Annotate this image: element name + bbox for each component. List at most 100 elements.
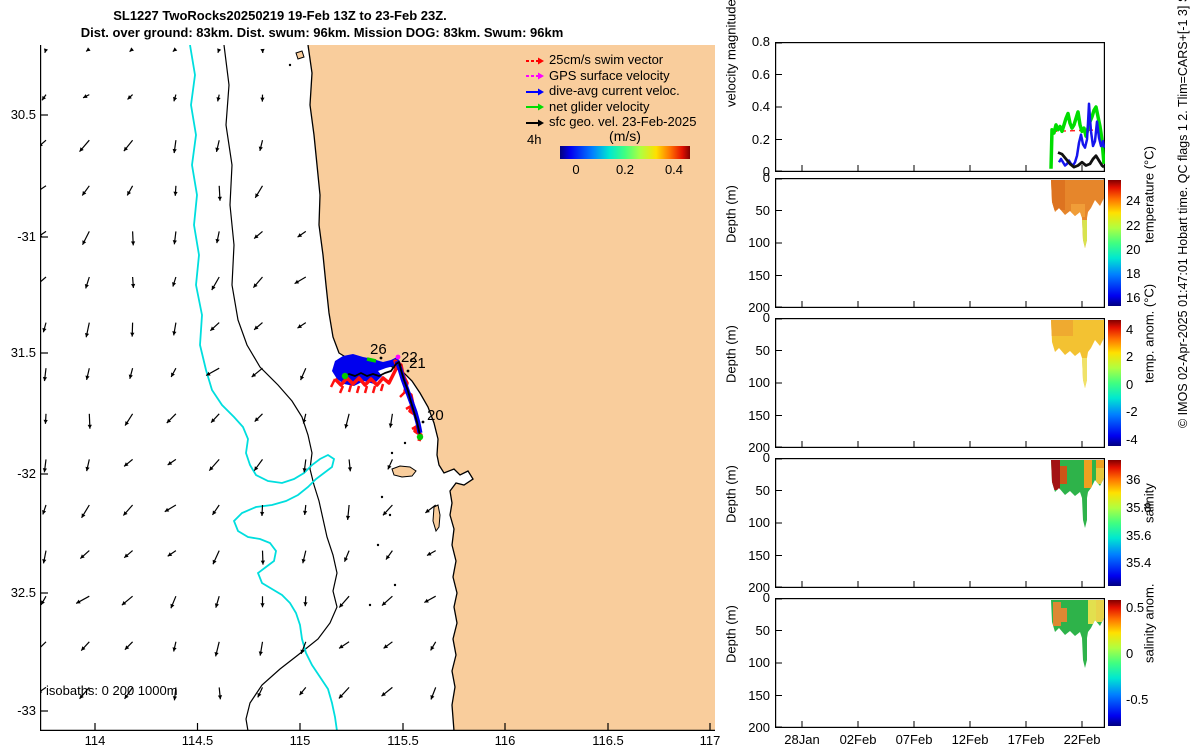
panel-y-tick-label: 100 xyxy=(748,235,770,250)
current-arrow-head xyxy=(338,694,344,699)
gps-surface-dot xyxy=(395,354,401,360)
panel-svg-salinity xyxy=(775,458,1105,589)
legend-colorbar-tick-label: 0 xyxy=(572,162,580,177)
current-arrow-head xyxy=(344,557,349,562)
current-arrow-head xyxy=(217,695,223,700)
track-date-dot xyxy=(421,420,425,424)
current-arrow-head xyxy=(257,692,262,698)
legend-colorbar-title: (m/s) xyxy=(609,128,641,144)
legend-item: GPS surface velocity xyxy=(525,68,710,84)
current-arrow-head xyxy=(260,560,265,565)
legend-item: sfc geo. vel. 23-Feb-2025 xyxy=(525,114,710,130)
current-arrow-head xyxy=(303,602,308,607)
current-arrow-head xyxy=(128,374,133,379)
current-arrow-head xyxy=(424,598,429,603)
swim-vector-spike xyxy=(371,385,377,394)
current-arrow-head xyxy=(81,646,86,651)
legend-item: dive-avg current veloc. xyxy=(525,83,710,99)
colorbar-tick-label: 35.6 xyxy=(1126,527,1152,543)
section-stripe xyxy=(1078,358,1089,388)
current-arrow-head xyxy=(211,418,216,423)
panel-frame xyxy=(775,458,1105,589)
track-net-velocity-seg xyxy=(366,357,377,363)
panel-salinity xyxy=(775,458,1105,589)
colorbar-tick-label: 16 xyxy=(1126,290,1141,306)
colorbar-tick-label: 24 xyxy=(1126,193,1141,209)
current-arrow-head xyxy=(42,376,48,382)
current-arrow-head xyxy=(42,327,47,333)
current-arrow-head xyxy=(253,283,258,288)
current-arrow-head xyxy=(172,47,178,52)
legend-colorbar-tick-label: 0.2 xyxy=(615,162,635,177)
swim-vector-spike xyxy=(399,391,406,398)
current-arrow-head xyxy=(42,510,47,515)
current-arrow-head xyxy=(339,603,344,608)
colorbar-tick-label: 35.4 xyxy=(1126,555,1152,571)
panel-y-tick-label: 50 xyxy=(755,622,770,638)
current-arrow-head xyxy=(42,468,47,473)
isobath-note: isobaths: 0 200 1000m xyxy=(46,683,178,698)
current-arrow-head xyxy=(173,96,178,102)
panel-temp-anom xyxy=(775,318,1105,449)
legend-arrow-head xyxy=(538,88,544,96)
islet-dot xyxy=(288,63,292,67)
current-arrow-head xyxy=(121,600,127,606)
time-axis-tick-label: 22Feb xyxy=(1063,732,1101,747)
islet-dot xyxy=(403,441,407,445)
time-axis-tick-label: 17Feb xyxy=(1007,732,1045,747)
section-stripe xyxy=(1096,460,1104,468)
current-arrow-head xyxy=(123,146,128,152)
islet-dot xyxy=(388,513,392,517)
legend-marker-icon xyxy=(526,57,544,65)
panel-y-tick-label: 0 xyxy=(762,450,770,465)
swim-vector-spike xyxy=(355,385,361,394)
section-stripe xyxy=(1088,600,1096,624)
current-arrow-head xyxy=(217,48,222,53)
current-arrow-head xyxy=(210,326,215,331)
colorbar-temp-anom xyxy=(1108,320,1121,446)
current-arrow-head xyxy=(131,283,136,288)
figure-subtitle: Dist. over ground: 83km. Dist. swum: 96k… xyxy=(80,25,564,40)
series-net-glider-velocity xyxy=(1049,105,1106,169)
island xyxy=(391,465,417,478)
current-arrow-head xyxy=(85,466,90,472)
islet-dot xyxy=(368,603,372,607)
current-arrow-head xyxy=(430,695,435,700)
panel-frame xyxy=(775,318,1105,449)
track-endpoint-dot xyxy=(341,372,349,380)
islet-dot xyxy=(390,451,394,455)
panel-y-tick-label: 150 xyxy=(748,687,770,703)
current-arrow-head xyxy=(300,375,305,381)
current-arrow-head xyxy=(130,332,135,337)
panel-salinity-anom xyxy=(775,598,1105,729)
coastline-0m-isobath xyxy=(307,44,474,732)
legend-item-label: 25cm/s swim vector xyxy=(549,52,664,67)
map-lat-tick-label: 30.5 xyxy=(10,107,36,122)
swim-vector-spike xyxy=(405,404,412,411)
legend-duration-label: 4h xyxy=(527,132,542,147)
time-axis-tick-label: 12Feb xyxy=(951,732,989,747)
panel-y-tick-label: 0.6 xyxy=(751,66,770,82)
time-axis-tick-label: 02Feb xyxy=(839,732,877,747)
swim-vector-spike xyxy=(347,384,353,393)
current-arrow-head xyxy=(172,240,177,245)
current-arrow-head xyxy=(87,424,92,429)
map-lat-tick-label: -31 xyxy=(17,229,36,244)
panel-y-tick-label: 0 xyxy=(762,164,770,179)
legend-marker-icon xyxy=(526,72,544,80)
panel-y-tick-label: 0.8 xyxy=(751,34,770,49)
current-arrow-head xyxy=(41,95,47,101)
current-arrow-head xyxy=(172,282,177,287)
section-stripe xyxy=(1051,460,1060,490)
current-arrow-head xyxy=(86,47,91,52)
legend-arrow-head xyxy=(538,119,544,127)
current-arrow-head xyxy=(214,652,219,657)
panel-frame xyxy=(775,42,1105,173)
colorbar-tick-label: 0 xyxy=(1126,645,1134,661)
panel-svg-temperature xyxy=(775,178,1105,309)
current-arrow-head xyxy=(172,148,177,154)
track-date-dot xyxy=(406,369,410,373)
legend-arrow-head xyxy=(538,57,544,65)
current-arrow-head xyxy=(260,603,265,608)
panel-svg-salinity-anom xyxy=(775,598,1105,729)
